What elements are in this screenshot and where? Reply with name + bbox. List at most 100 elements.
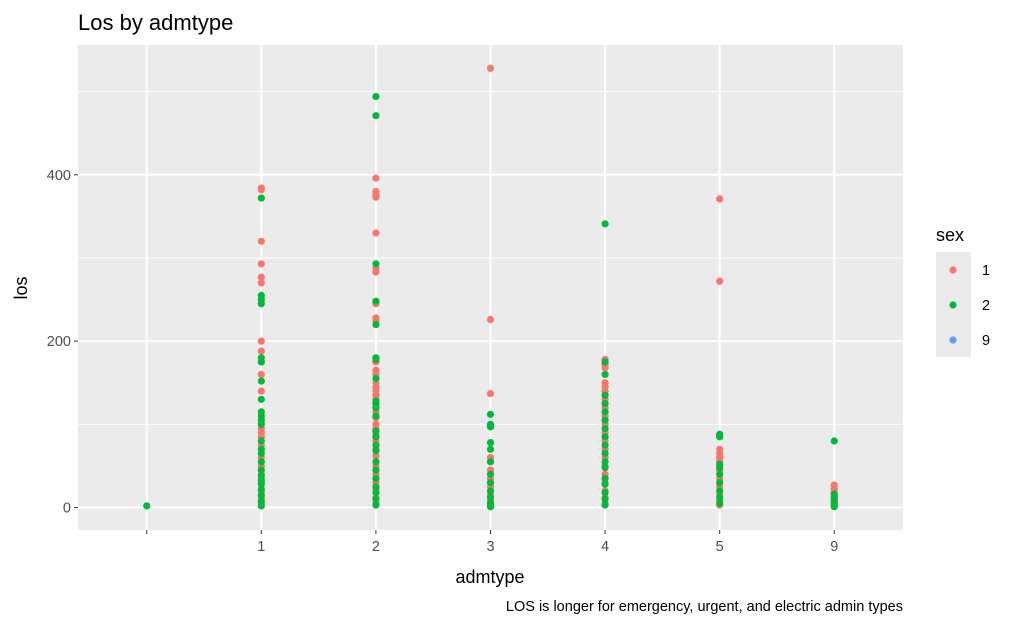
data-point-sex-2 (372, 474, 380, 483)
data-point-sex-2 (372, 458, 380, 466)
data-point-sex-1 (257, 370, 265, 379)
data-point-sex-2 (257, 458, 265, 466)
data-point-sex-2 (372, 92, 380, 101)
legend-label: 9 (982, 333, 990, 349)
data-point-sex-2 (601, 474, 609, 483)
data-point-sex-2 (601, 464, 609, 472)
data-point-sex-2 (372, 441, 380, 449)
data-point-sex-2 (486, 487, 495, 495)
data-point-sex-2 (257, 300, 265, 308)
data-point-sex-2 (486, 503, 495, 511)
legend-key-sex-9 (949, 336, 957, 344)
data-point-sex-1 (257, 273, 265, 281)
data-point-sex-2 (486, 423, 495, 431)
data-point-sex-2 (601, 391, 609, 399)
data-point-sex-2 (716, 464, 724, 472)
data-point-sex-1 (257, 260, 265, 268)
data-point-sex-2 (257, 194, 265, 202)
data-point-sex-2 (257, 449, 265, 458)
data-point-sex-2 (372, 495, 380, 503)
data-point-sex-1 (372, 452, 380, 460)
data-point-sex-2 (601, 220, 609, 228)
x-axis: 1 2 3 4 5 9 (146, 530, 838, 555)
data-point-sex-2 (601, 358, 609, 366)
data-point-sex-2 (716, 478, 724, 487)
data-point-sex-1 (372, 229, 380, 237)
data-point-sex-2 (830, 503, 838, 511)
data-point-sex-2 (257, 437, 265, 445)
data-point-sex-1 (257, 387, 265, 395)
x-tick-label: 2 (372, 539, 380, 555)
x-tick-label: 4 (601, 539, 609, 555)
data-point-sex-2 (486, 458, 495, 466)
data-point-sex-2 (257, 358, 265, 366)
data-point-sex-2 (372, 320, 380, 329)
data-point-sex-2 (372, 488, 380, 497)
data-point-sex-2 (372, 355, 380, 364)
data-point-sex-2 (486, 478, 495, 487)
data-point-sex-2 (716, 470, 724, 478)
data-point-sex-2 (601, 488, 609, 497)
data-point-sex-2 (257, 466, 265, 474)
data-point-sex-2 (257, 377, 265, 385)
data-point-sex-2 (716, 493, 724, 502)
data-point-sex-2 (486, 445, 495, 453)
data-point-sex-2 (601, 424, 609, 433)
y-tick-label: 0 (63, 501, 71, 517)
y-tick-label: 400 (47, 168, 71, 184)
data-point-sex-2 (372, 412, 380, 420)
data-point-sex-2 (601, 501, 609, 509)
data-point-sex-1 (486, 389, 495, 398)
y-tick-label: 200 (47, 334, 71, 350)
data-point-sex-2 (716, 433, 724, 441)
legend-label: 2 (982, 298, 990, 314)
x-tick-label: 3 (486, 539, 494, 555)
legend-label: 1 (982, 263, 990, 279)
data-point-sex-2 (830, 437, 838, 445)
chart-title: Los by admtype (78, 10, 233, 35)
x-tick-label: 9 (830, 539, 838, 555)
data-point-sex-2 (257, 395, 265, 403)
data-point-sex-2 (601, 399, 609, 408)
data-point-sex-2 (601, 458, 609, 466)
data-point-sex-2 (372, 374, 380, 383)
data-point-sex-1 (257, 237, 265, 245)
data-point-sex-1 (486, 315, 495, 324)
y-axis: 0 200 400 (47, 168, 78, 517)
data-point-sex-1 (486, 64, 495, 72)
data-point-sex-1 (601, 364, 609, 372)
data-point-sex-2 (486, 439, 495, 447)
data-point-sex-1 (372, 193, 380, 201)
legend-title: sex (936, 225, 964, 245)
x-axis-label: admtype (455, 567, 524, 587)
data-point-sex-1 (372, 268, 380, 276)
x-tick-label: 5 (716, 539, 724, 555)
data-point-sex-2 (372, 483, 380, 491)
data-point-sex-2 (372, 427, 380, 435)
data-point-sex-1 (257, 279, 265, 287)
data-point-sex-2 (601, 441, 609, 449)
data-point-sex-2 (372, 260, 380, 268)
data-point-sex-2 (601, 449, 609, 458)
data-point-sex-2 (601, 480, 609, 488)
data-point-sex-2 (257, 491, 265, 499)
data-point-sex-1 (372, 174, 380, 182)
data-point-sex-1 (257, 186, 265, 194)
data-point-sex-1 (257, 337, 265, 345)
data-point-sex-1 (257, 347, 265, 355)
data-point-sex-2 (372, 112, 380, 120)
legend-entries: 1 2 9 (949, 263, 990, 349)
data-point-sex-2 (716, 499, 724, 507)
data-point-sex-2 (601, 433, 609, 441)
data-point-sex-2 (372, 466, 380, 474)
data-point-sex-2 (486, 470, 495, 478)
y-axis-label: los (11, 276, 31, 299)
legend-key-sex-1 (949, 266, 957, 274)
data-point-sex-2 (257, 480, 265, 488)
data-point-sex-1 (716, 277, 724, 285)
data-points (143, 64, 838, 511)
data-point-sex-2 (486, 493, 495, 502)
data-point-sex-2 (716, 487, 724, 495)
